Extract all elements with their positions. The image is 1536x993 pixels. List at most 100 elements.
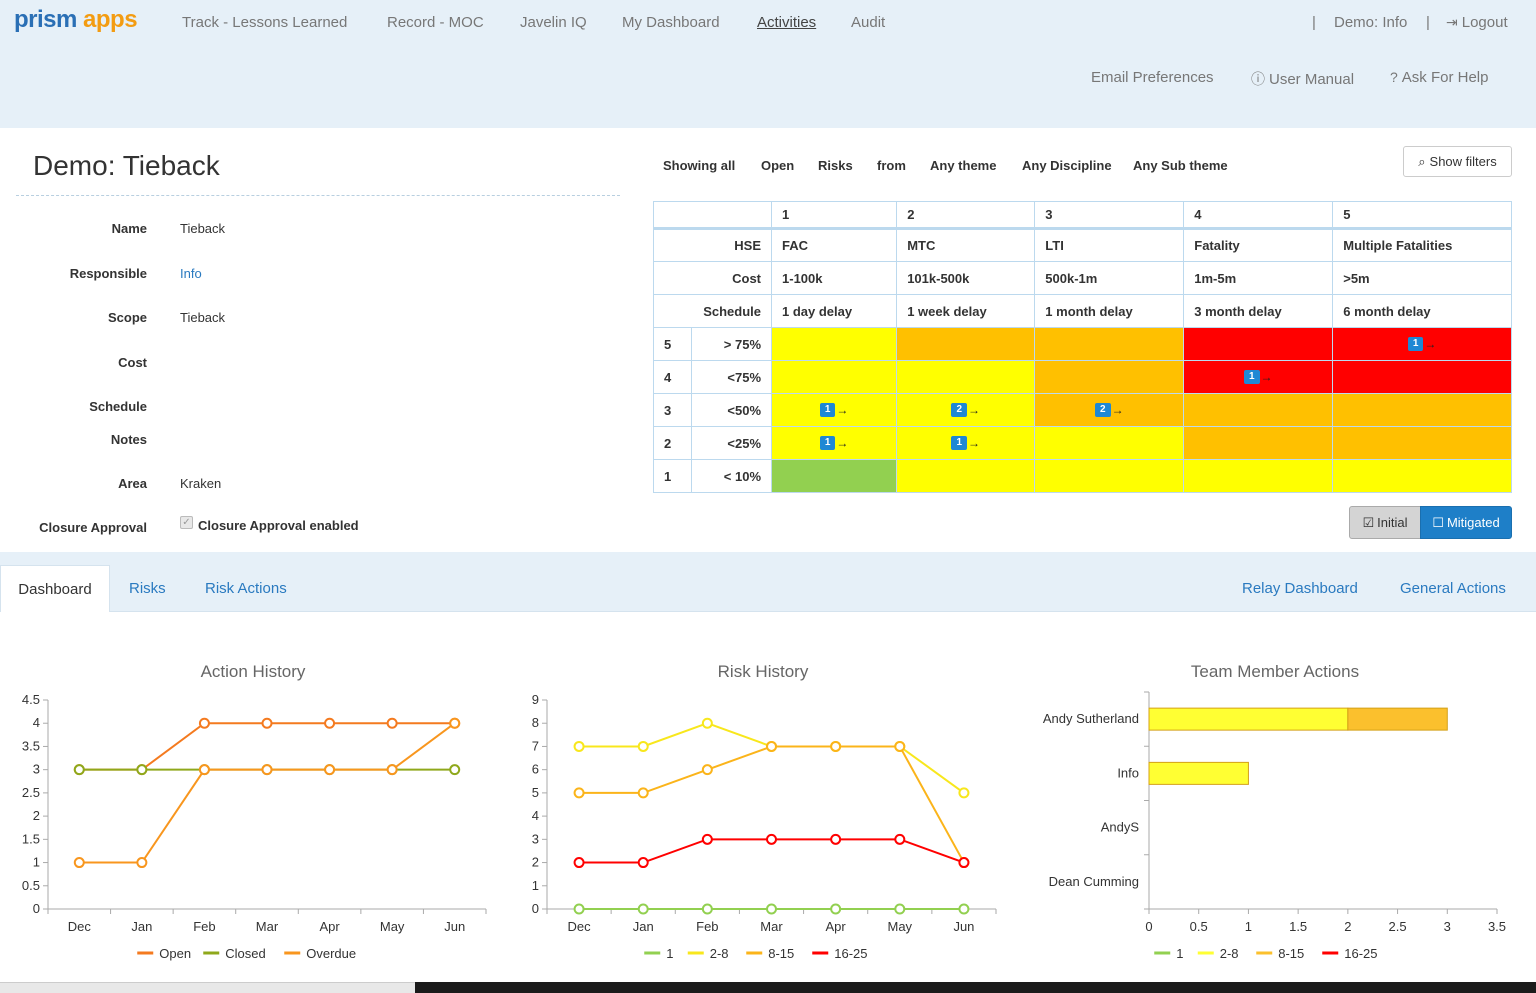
- field-value-responsible-link[interactable]: Info: [180, 266, 202, 281]
- legend-label[interactable]: 2-8: [710, 946, 729, 961]
- nav-my-dashboard[interactable]: My Dashboard: [622, 14, 720, 31]
- matrix-cell[interactable]: 1 →: [771, 426, 898, 460]
- legend-label[interactable]: 2-8: [1220, 946, 1239, 961]
- risk-count-badge[interactable]: 2: [951, 403, 968, 417]
- closure-approval-checkbox[interactable]: ✓: [180, 516, 193, 529]
- data-point[interactable]: [386, 717, 398, 729]
- horizontal-scrollbar[interactable]: [0, 982, 415, 993]
- legend-label[interactable]: Open: [159, 946, 191, 961]
- data-point[interactable]: [136, 857, 148, 869]
- data-point[interactable]: [324, 717, 336, 729]
- data-point[interactable]: [573, 787, 585, 799]
- ask-for-help-link[interactable]: ? Ask For Help: [1390, 69, 1489, 86]
- bar-segment[interactable]: [1347, 707, 1448, 731]
- legend-label[interactable]: 1: [1176, 946, 1183, 961]
- nav-audit[interactable]: Audit: [851, 14, 886, 31]
- data-point[interactable]: [701, 833, 713, 845]
- matrix-cell[interactable]: 1 →: [1332, 327, 1512, 361]
- data-point[interactable]: [198, 717, 210, 729]
- prism-apps-logo[interactable]: prism apps: [14, 6, 138, 34]
- nav-javelin-iq[interactable]: Javelin IQ: [520, 14, 587, 31]
- data-point[interactable]: [894, 740, 906, 752]
- filter-theme[interactable]: Any theme: [930, 158, 997, 173]
- mitigated-toggle-button[interactable]: ☐ Mitigated: [1420, 506, 1512, 539]
- data-point[interactable]: [830, 903, 842, 915]
- data-point[interactable]: [324, 764, 336, 776]
- risk-count-badge[interactable]: 1: [1243, 370, 1260, 384]
- matrix-cell[interactable]: 2 →: [1034, 393, 1185, 427]
- data-point[interactable]: [637, 740, 649, 752]
- user-menu[interactable]: Demo: Info: [1334, 14, 1408, 31]
- risk-count-badge[interactable]: 2: [1095, 403, 1111, 417]
- risk-count-badge[interactable]: 1: [1407, 337, 1424, 351]
- bar-segment[interactable]: [1148, 761, 1249, 785]
- data-point[interactable]: [386, 764, 398, 776]
- data-point[interactable]: [73, 857, 85, 869]
- bar-segment[interactable]: [1148, 707, 1349, 731]
- data-point[interactable]: [958, 903, 970, 915]
- matrix-cell[interactable]: 1 →: [771, 393, 898, 427]
- data-point[interactable]: [573, 740, 585, 752]
- legend-label[interactable]: Closed: [225, 946, 265, 961]
- data-point[interactable]: [637, 787, 649, 799]
- data-point[interactable]: [830, 833, 842, 845]
- risk-count-marker[interactable]: 2 →: [907, 403, 1024, 417]
- legend-label[interactable]: 16-25: [834, 946, 867, 961]
- data-point[interactable]: [573, 857, 585, 869]
- data-point[interactable]: [136, 764, 148, 776]
- filter-sub-theme[interactable]: Any Sub theme: [1133, 158, 1228, 173]
- legend-label[interactable]: Overdue: [306, 946, 356, 961]
- data-point[interactable]: [958, 857, 970, 869]
- data-point[interactable]: [701, 717, 713, 729]
- matrix-cell[interactable]: 1 →: [1183, 360, 1334, 394]
- email-preferences-link[interactable]: Email Preferences: [1091, 69, 1214, 86]
- data-point[interactable]: [261, 717, 273, 729]
- user-manual-link[interactable]: ⓘ User Manual: [1251, 69, 1354, 89]
- data-point[interactable]: [701, 764, 713, 776]
- show-filters-button[interactable]: ⌕ Show filters: [1403, 146, 1512, 177]
- risk-count-marker[interactable]: 1 →: [782, 403, 886, 417]
- tab-risks[interactable]: Risks: [129, 580, 166, 597]
- legend-label[interactable]: 16-25: [1344, 946, 1377, 961]
- legend-label[interactable]: 8-15: [1278, 946, 1304, 961]
- data-point[interactable]: [958, 787, 970, 799]
- data-point[interactable]: [198, 764, 210, 776]
- tab-relay-dashboard[interactable]: Relay Dashboard: [1242, 580, 1358, 597]
- initial-toggle-button[interactable]: ☑ Initial: [1349, 506, 1421, 539]
- filter-type-risks[interactable]: Risks: [818, 158, 853, 173]
- data-point[interactable]: [73, 764, 85, 776]
- risk-count-badge[interactable]: 1: [819, 403, 836, 417]
- matrix-cell[interactable]: 1 →: [896, 426, 1036, 460]
- nav-record-moc[interactable]: Record - MOC: [387, 14, 484, 31]
- risk-count-marker[interactable]: 1 →: [907, 436, 1024, 450]
- data-point[interactable]: [766, 740, 777, 752]
- tab-general-actions[interactable]: General Actions: [1400, 580, 1506, 597]
- logout-link[interactable]: ⇥ Logout: [1446, 14, 1508, 31]
- data-point[interactable]: [261, 764, 273, 776]
- data-point[interactable]: [637, 857, 649, 869]
- nav-activities[interactable]: Activities: [757, 14, 817, 31]
- risk-count-badge[interactable]: 1: [951, 436, 968, 450]
- filter-discipline[interactable]: Any Discipline: [1022, 158, 1112, 173]
- risk-count-badge[interactable]: 1: [819, 436, 836, 450]
- data-point[interactable]: [449, 764, 461, 776]
- tab-risk-actions[interactable]: Risk Actions: [205, 580, 287, 597]
- data-point[interactable]: [637, 903, 649, 915]
- legend-label[interactable]: 1: [666, 946, 673, 961]
- tab-dashboard[interactable]: Dashboard: [0, 565, 110, 612]
- risk-count-marker[interactable]: 1 →: [1343, 337, 1501, 351]
- risk-count-marker[interactable]: 2 →: [1045, 403, 1173, 417]
- data-point[interactable]: [830, 740, 842, 752]
- matrix-cell[interactable]: 2 →: [896, 393, 1036, 427]
- risk-count-marker[interactable]: 1 →: [1194, 370, 1322, 384]
- data-point[interactable]: [449, 717, 461, 729]
- legend-label[interactable]: 8-15: [768, 946, 794, 961]
- risk-count-marker[interactable]: 1 →: [782, 436, 886, 450]
- data-point[interactable]: [573, 903, 585, 915]
- data-point[interactable]: [701, 903, 713, 915]
- data-point[interactable]: [894, 833, 906, 845]
- nav-track-lessons-learned[interactable]: Track - Lessons Learned: [182, 14, 348, 31]
- data-point[interactable]: [766, 833, 777, 845]
- data-point[interactable]: [766, 903, 777, 915]
- filter-status-open[interactable]: Open: [761, 158, 795, 173]
